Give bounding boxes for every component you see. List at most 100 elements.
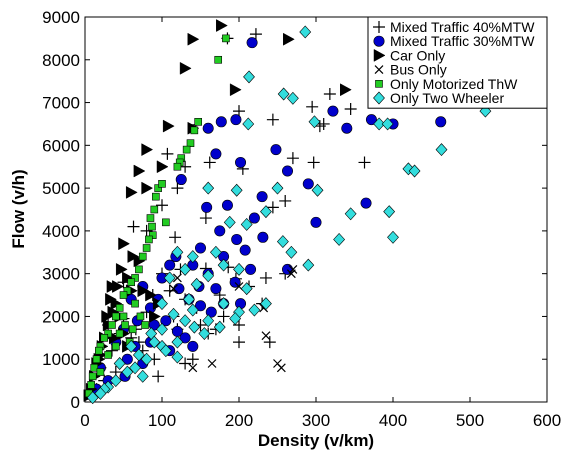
data-point [307,156,320,169]
data-point [317,117,330,130]
data-point [123,286,132,295]
data-point [156,160,169,174]
data-point [202,269,215,283]
data-points [83,19,492,405]
data-point [187,32,200,46]
data-point [233,336,245,349]
data-point [235,298,247,310]
data-point [202,122,214,134]
data-point [186,353,199,366]
data-point [109,331,121,345]
data-point [215,116,227,128]
x-tick-label: 0 [80,411,89,430]
y-tick-label: 8000 [42,51,80,70]
legend-label: Mixed Traffic 30%MTW [390,33,535,49]
data-point [217,310,230,323]
data-point [175,174,187,186]
data-point [87,381,95,389]
data-point [169,284,178,294]
data-point [149,310,161,323]
y-tick-label: 6000 [42,136,80,155]
data-point [360,197,372,209]
data-point [171,335,184,349]
data-point [276,363,286,373]
x-tick-label: 100 [148,411,176,430]
data-point [239,244,251,256]
y-tick-label: 7000 [42,94,80,113]
data-point [115,304,124,312]
data-point [146,214,155,222]
data-point [214,55,223,64]
data-point [222,34,230,43]
data-point [96,368,105,376]
data-point [435,143,448,157]
data-point [229,83,242,97]
data-point [179,262,192,276]
data-point [283,32,295,46]
data-point [261,331,271,341]
data-point [142,244,151,252]
data-point [306,100,319,113]
data-point [186,139,195,147]
data-point [302,258,315,272]
data-point [100,334,109,342]
data-point [167,307,180,321]
data-point [106,280,119,293]
legend-marker [373,21,385,33]
data-point [148,335,161,349]
data-point [109,374,122,388]
data-point [365,114,377,126]
data-point [188,363,198,373]
data-point [121,321,129,329]
data-point [121,353,133,365]
data-point [230,114,242,126]
data-point [383,205,396,219]
data-point [161,147,174,160]
data-point [216,19,228,32]
legend-label: Bus Only [390,62,447,78]
data-point [145,288,157,302]
data-point [156,297,168,311]
data-point [148,231,157,239]
data-point [246,37,258,49]
data-point [302,178,314,190]
data-point [133,164,146,178]
data-point [199,212,212,225]
data-point [171,350,184,364]
data-point [217,258,230,272]
data-point [213,320,226,334]
data-point [152,370,165,383]
data-point [286,152,299,165]
legend-marker [374,65,384,75]
data-point [260,297,272,311]
data-point [205,306,217,318]
data-point [179,314,192,328]
data-point [231,233,243,245]
data-point [229,312,242,326]
data-point [233,262,245,276]
y-tick-label: 0 [71,393,80,412]
data-point [235,156,247,168]
data-point [435,116,447,128]
data-point [173,162,182,171]
data-point [156,199,168,212]
data-point [154,184,162,192]
legend-label: Only Two Wheeler [390,90,504,106]
data-point [104,351,112,359]
data-point [381,117,394,131]
x-tick-label: 300 [302,411,330,430]
data-point [248,303,261,317]
data-point [195,300,207,312]
data-point [115,262,128,276]
data-point [141,143,154,157]
data-point [156,322,168,336]
data-point [195,242,207,254]
data-point [138,252,147,261]
data-point [221,199,233,211]
data-point [131,299,139,308]
data-point [194,118,202,126]
data-point [127,250,140,263]
legend-label: Only Motorized ThW [390,76,518,92]
data-point [95,346,103,355]
